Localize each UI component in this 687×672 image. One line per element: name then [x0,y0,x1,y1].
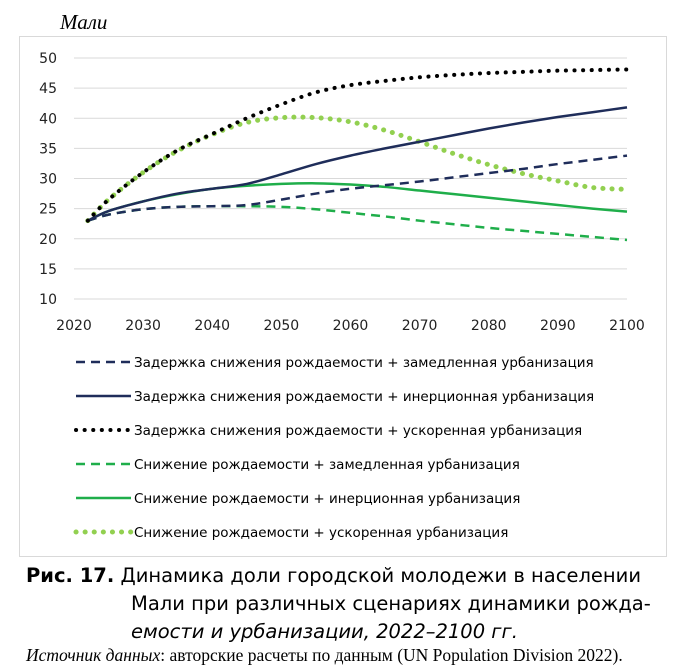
caption-line-1: Рис. 17. Динамика доли городской молодеж… [26,563,641,589]
series-line-4 [87,204,628,242]
source-label: Источник данных [26,645,161,665]
x-tick-label: 2080 [471,318,507,334]
country-label: Мали [60,10,108,34]
series-lines [85,67,630,242]
x-tick-label: 2050 [264,318,300,334]
caption-text-1: Динамика доли городской молодежи в насел… [120,564,642,587]
y-tick-labels: 10 15 20 25 30 35 40 45 50 [39,51,57,308]
legend: Задержка снижения рождаемости + замедлен… [73,355,594,541]
legend-label-6: Снижение рождаемости + ускоренная урбани… [134,525,508,541]
x-tick-labels: 2020 2030 2040 2050 2060 2070 2080 2090 2100 [56,318,645,334]
y-tick-label: 40 [39,111,57,127]
y-tick-label: 30 [39,172,57,188]
chart-frame [19,36,667,557]
caption-line-2: Мали при различных сценариях динамики ро… [131,592,651,615]
x-tick-label: 2040 [194,318,230,334]
x-tick-label: 2070 [402,318,438,334]
legend-label-3: Задержка снижения рождаемости + ускоренн… [134,423,582,439]
y-tick-label: 45 [39,81,57,97]
legend-label-1: Задержка снижения рождаемости + замедлен… [134,355,594,371]
y-tick-label: 35 [39,141,57,157]
source-text: : авторские расчеты по данным (UN Popula… [160,645,623,665]
legend-label-5: Снижение рождаемости + инерционная урбан… [134,491,520,507]
x-tick-label: 2060 [333,318,369,334]
x-tick-label: 2020 [56,318,92,334]
series-line-6 [85,114,630,224]
y-tick-label: 15 [39,262,57,278]
y-tick-label: 10 [39,292,57,308]
y-tick-label: 20 [39,232,57,248]
y-tick-label: 25 [39,202,57,218]
caption-line-3: емости и урбанизации, 2022–2100 гг. [131,620,519,643]
series-line-3 [85,67,629,223]
source-note: Источник данных: авторские расчеты по да… [26,645,623,666]
caption-number: Рис. 17. [26,564,115,587]
x-tick-label: 2090 [540,318,576,334]
grid-lines [74,57,627,300]
legend-label-2: Задержка снижения рождаемости + инерцион… [134,389,594,405]
x-tick-label: 2030 [125,318,161,334]
y-tick-label: 50 [39,51,57,67]
x-tick-label: 2100 [609,318,645,334]
series-line-1 [87,154,628,222]
legend-label-4: Снижение рождаемости + замедленная урбан… [134,457,520,473]
series-line-2 [87,106,628,222]
